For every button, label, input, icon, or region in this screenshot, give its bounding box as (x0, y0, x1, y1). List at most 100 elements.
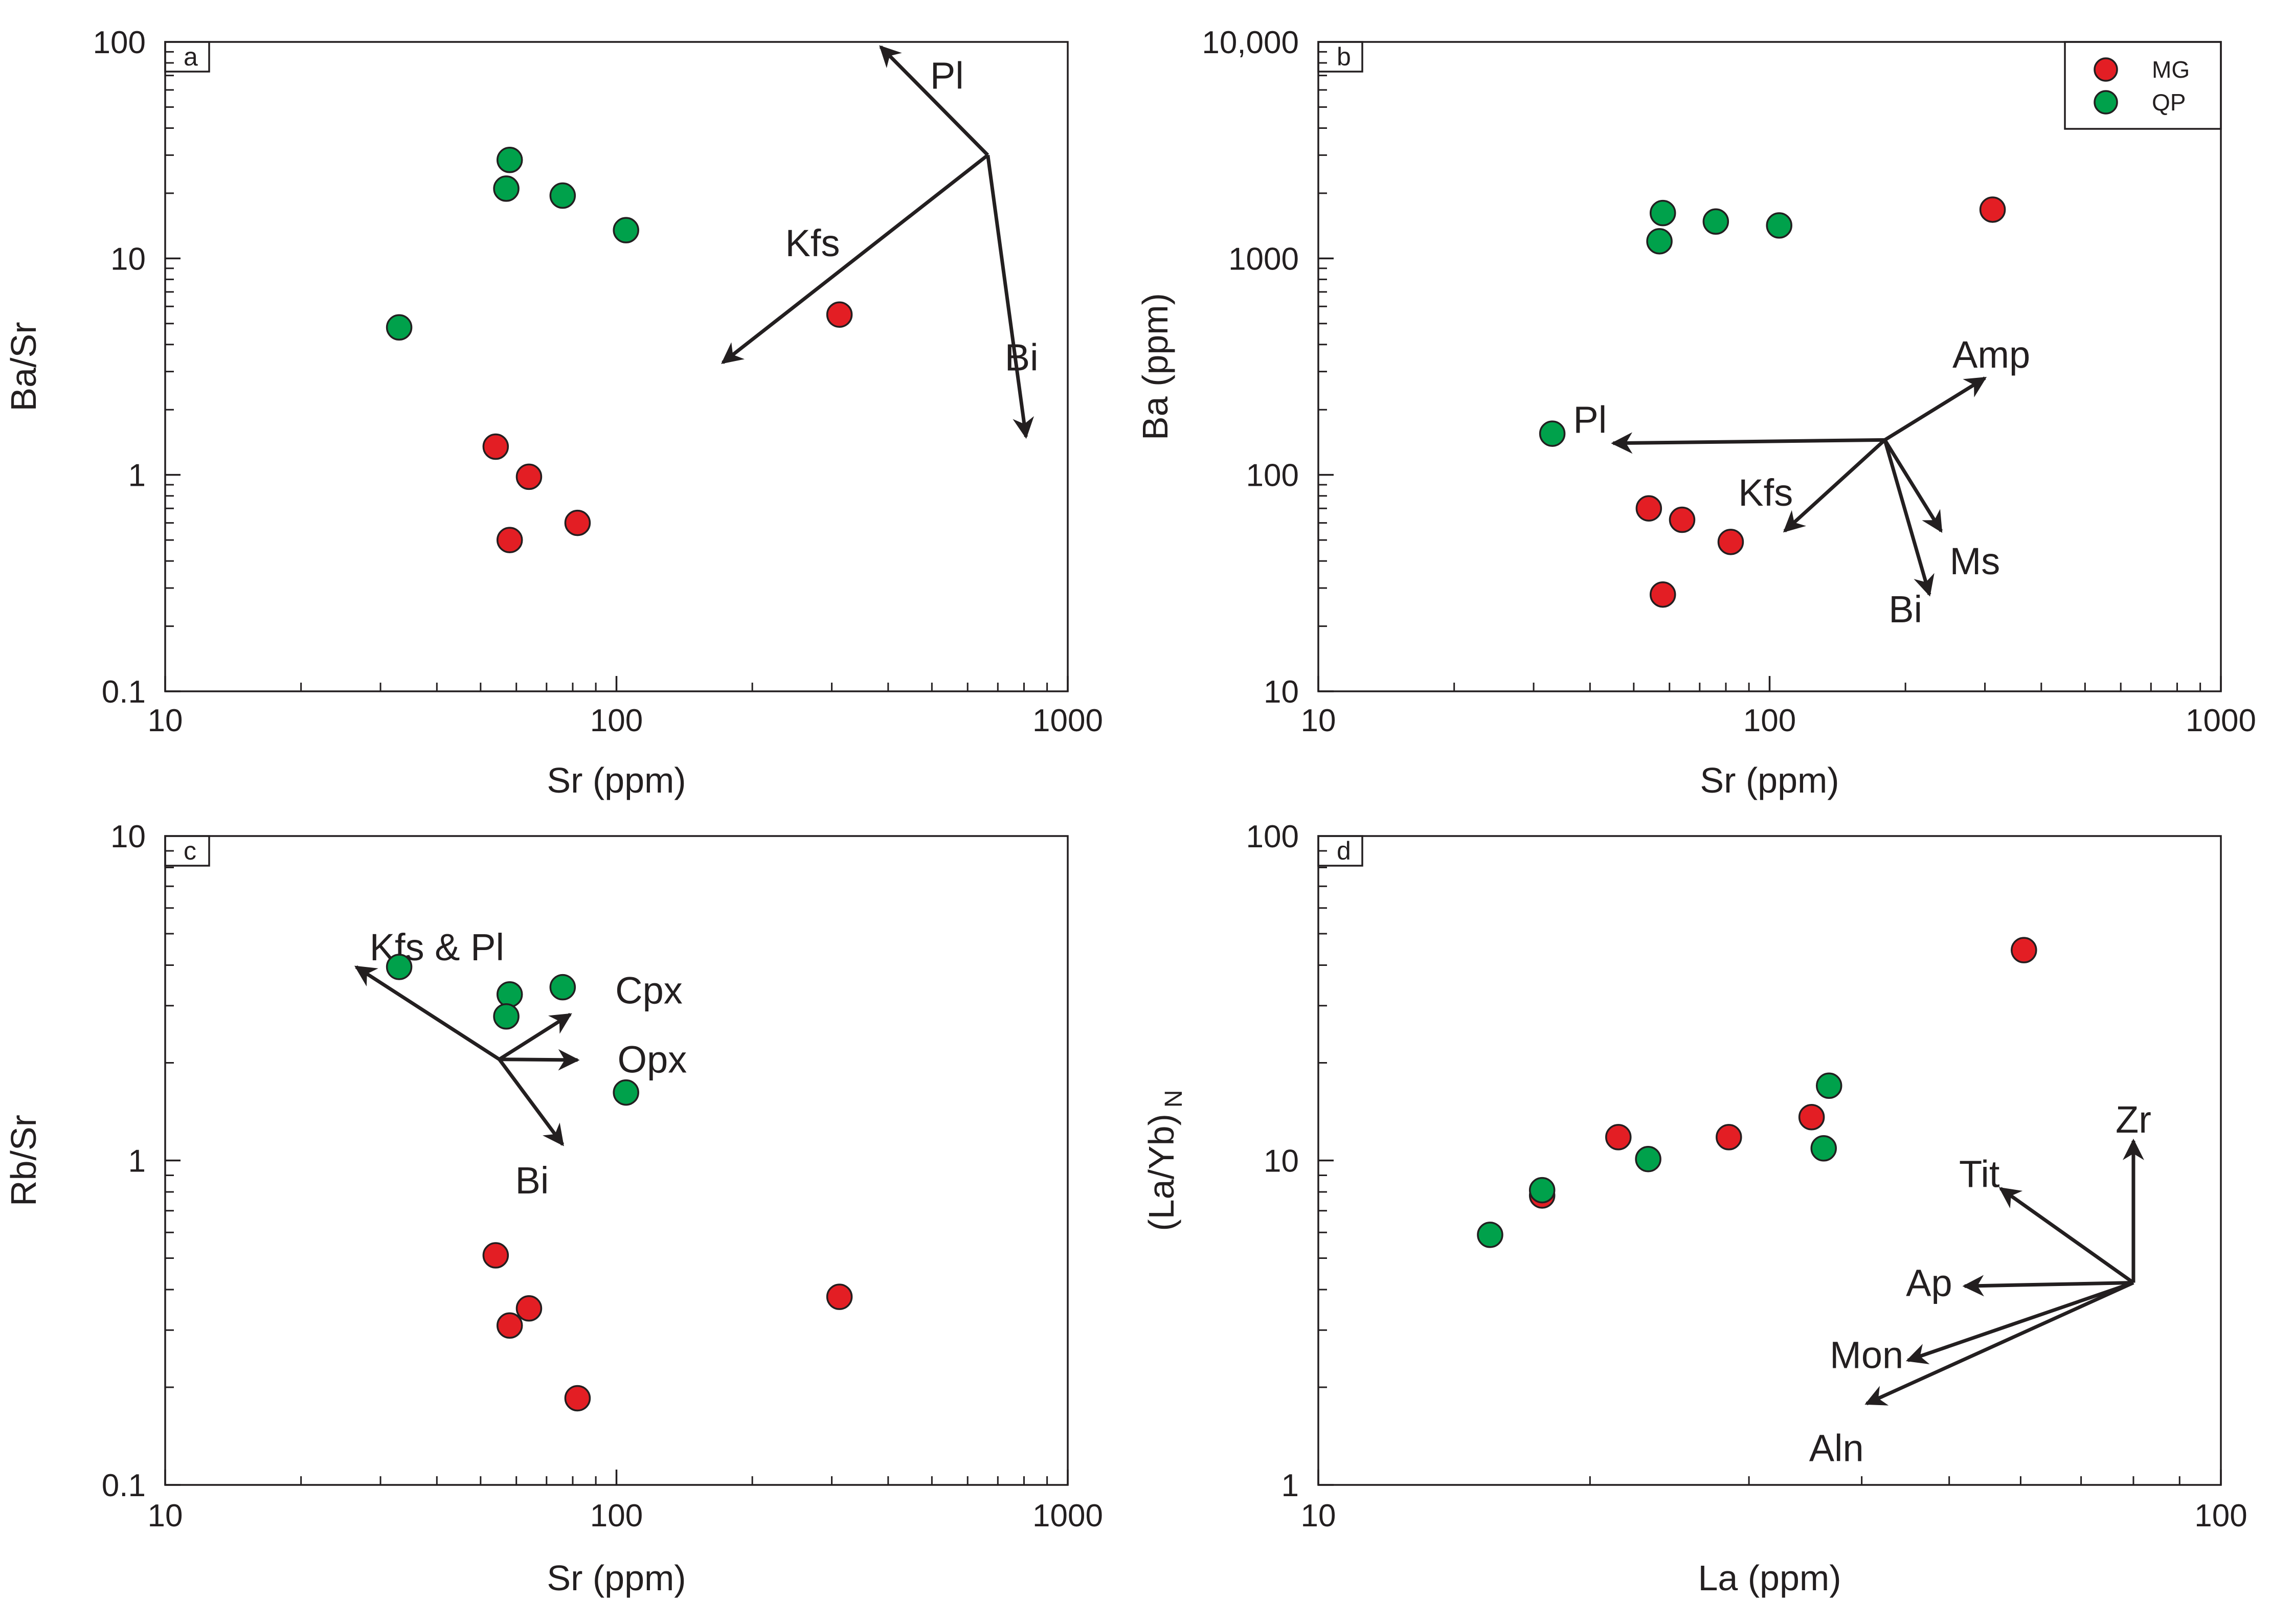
data-point-QP-c (549, 974, 576, 1001)
legend-box (2064, 41, 2222, 130)
vector-label-a: Pl (930, 55, 964, 97)
vector-arrow-b (1883, 439, 1935, 597)
vector-label-c: Cpx (615, 969, 683, 1011)
panel-b: b 10 100 1000 10 100 1000 10,000 Sr (ppm) Ba (ppm… (1135, 25, 2256, 800)
data-point-MG-c (564, 1385, 591, 1412)
panel-label-d: d (1337, 837, 1351, 865)
data-point-QP-b (1649, 199, 1676, 227)
vector-label-c: Opx (618, 1039, 687, 1081)
y-tick-label-b: 10,000 (1202, 25, 1299, 60)
vector-label-b: Ms (1950, 540, 2000, 582)
vector-arrow-c (499, 1049, 580, 1071)
y-tick-label-a: 10 (110, 241, 146, 277)
vector-arrow-c (498, 1058, 565, 1146)
plot-frame-c (164, 835, 1069, 1486)
x-axis-label-a: Sr (ppm) (547, 760, 686, 800)
data-point-QP-b (1539, 420, 1566, 447)
vector-arrow-a (986, 154, 1035, 439)
vector-arrow-a (721, 153, 989, 364)
data-point-QP-d (1528, 1177, 1556, 1204)
panels: a 10 100 1000 0.1 1 10 100 Sr (ppm) Ba/Sr Pl Kfs Bi b… (4, 25, 2256, 1598)
vector-arrow-b (1783, 438, 1886, 533)
data-point-QP-b (1646, 228, 1673, 255)
x-tick-label-b: 1000 (2186, 703, 2256, 738)
plot-frame-b (1317, 41, 2222, 692)
y-axis-label-b: Ba (ppm) (1135, 293, 1175, 440)
data-point-QP-d (1810, 1135, 1837, 1162)
legend-label-QP: QP (2152, 89, 2186, 116)
panel-label-box-b (1317, 41, 1363, 73)
data-point-MG-c (482, 1242, 509, 1269)
y-tick-label-a: 100 (93, 25, 146, 60)
x-tick-label-c: 1000 (1032, 1498, 1103, 1533)
data-point-MG-c (826, 1283, 853, 1310)
vector-arrow-b (1883, 376, 1987, 442)
plot-frame-a (164, 41, 1069, 692)
x-axis-label-b: Sr (ppm) (1700, 760, 1839, 800)
panel-label-c: c (184, 837, 196, 865)
data-point-QP-c (613, 1079, 639, 1106)
x-axis-label-d: La (ppm) (1698, 1558, 1841, 1598)
x-axis-label-c: Sr (ppm) (547, 1558, 686, 1598)
data-point-MG-d (1716, 1124, 1742, 1151)
panel-label-b: b (1337, 42, 1351, 71)
data-point-QP-b (1702, 208, 1729, 235)
data-point-QP-a (613, 217, 639, 243)
x-tick-label-a: 10 (148, 703, 183, 738)
vector-label-b: Pl (1573, 399, 1607, 441)
y-axis-label-c: Rb/Sr (4, 1115, 43, 1206)
vector-label-a: Bi (1005, 336, 1039, 378)
y-tick-label-a: 1 (128, 458, 146, 493)
vector-label-c: Bi (515, 1159, 549, 1202)
vector-label-a: Kfs (785, 222, 840, 264)
vector-arrow-b (1611, 432, 1885, 454)
vector-arrow-c (498, 1012, 572, 1061)
x-tick-label-a: 100 (590, 703, 643, 738)
y-tick-label-b: 100 (1246, 458, 1299, 493)
vector-arrow-d (1998, 1187, 2134, 1284)
y-tick-label-c: 0.1 (102, 1468, 146, 1503)
y-axis-label-d: (La/Yb)N (1141, 1090, 1187, 1231)
data-point-MG-a (482, 433, 509, 460)
vector-label-b: Amp (1952, 333, 2030, 376)
data-point-QP-a (549, 182, 576, 209)
vector-label-d: Zr (2116, 1098, 2151, 1141)
data-point-MG-a (515, 463, 543, 490)
data-point-QP-c (386, 954, 413, 980)
y-tick-label-c: 1 (128, 1144, 146, 1179)
x-tick-label-d: 100 (2194, 1498, 2247, 1533)
data-point-QP-a (496, 147, 523, 173)
data-point-MG-c (515, 1295, 543, 1322)
vector-label-b: Bi (1888, 588, 1922, 630)
data-point-MG-d (1605, 1124, 1632, 1151)
vector-label-d: Aln (1809, 1427, 1864, 1470)
y-tick-label-b: 10 (1264, 674, 1299, 710)
vector-arrow-c (354, 965, 501, 1061)
y-axis-label-a: Ba/Sr (4, 322, 43, 411)
legend-marker-QP (2094, 90, 2118, 115)
vector-arrow-b (1883, 439, 1943, 533)
data-point-MG-a (826, 301, 853, 328)
data-point-MG-b (1635, 495, 1662, 522)
x-tick-label-b: 100 (1743, 703, 1796, 738)
vector-label-d: Mon (1830, 1334, 1903, 1376)
data-point-MG-b (1649, 581, 1676, 608)
x-tick-label-d: 10 (1301, 1498, 1336, 1533)
data-point-QP-c (496, 981, 523, 1008)
x-tick-label-a: 1000 (1032, 703, 1103, 738)
vector-arrow-a (879, 45, 990, 156)
y-tick-label-c: 10 (110, 819, 146, 854)
data-point-MG-d (2011, 937, 2037, 963)
legend-marker-MG (2094, 57, 2118, 82)
vector-label-d: Tit (1959, 1153, 2000, 1195)
x-tick-label-c: 100 (590, 1498, 643, 1533)
data-point-MG-b (1669, 506, 1696, 533)
vector-arrow-d (1864, 1281, 2134, 1406)
panel-label-a: a (184, 42, 198, 71)
data-point-MG-d (1798, 1104, 1825, 1131)
x-tick-label-c: 10 (148, 1498, 183, 1533)
data-point-MG-b (1717, 529, 1744, 555)
vector-label-b: Kfs (1738, 471, 1793, 514)
